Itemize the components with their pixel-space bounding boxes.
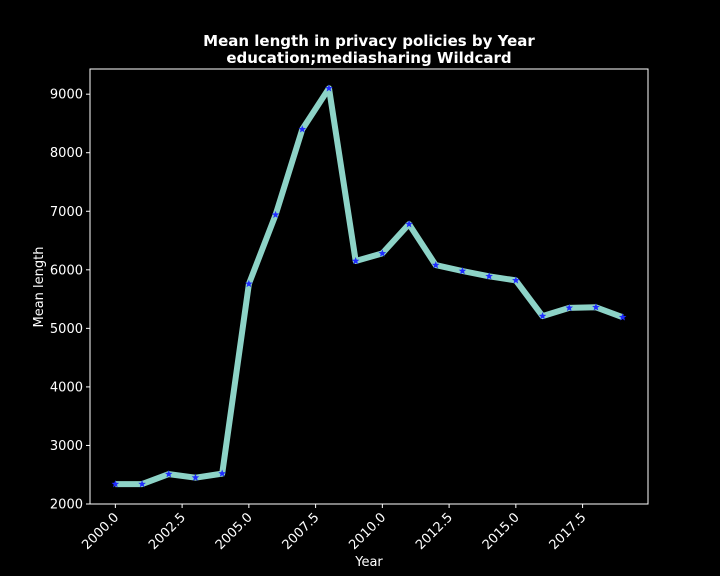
data-point-marker: [512, 276, 520, 284]
series-line: [115, 85, 624, 488]
data-point-marker: [218, 469, 226, 477]
data-point-marker: [618, 313, 627, 321]
data-point-marker: [271, 210, 280, 219]
plot-frame: [89, 68, 649, 505]
y-tick-label: 9000: [50, 88, 83, 103]
data-point-marker: [485, 272, 493, 280]
y-tick-label: 7000: [50, 205, 83, 220]
y-axis-label: Mean length: [32, 247, 47, 328]
data-point-marker: [538, 312, 547, 320]
data-point-marker: [325, 84, 333, 92]
data-point-marker: [565, 303, 574, 312]
data-point-marker: [111, 480, 120, 488]
data-point-marker: [592, 303, 600, 311]
data-point-marker: [351, 257, 360, 265]
data-point-marker: [405, 220, 413, 228]
y-tick-label: 4000: [50, 380, 83, 395]
y-tick-label: 8000: [50, 146, 83, 161]
data-point-marker: [191, 473, 200, 481]
y-tick-label: 6000: [50, 263, 83, 278]
data-point-marker: [245, 279, 253, 288]
plot-area: [111, 84, 627, 488]
x-axis-label: Year: [354, 555, 383, 570]
y-tick-label: 3000: [50, 439, 83, 454]
data-point-marker: [378, 249, 387, 257]
y-tick-label: 5000: [50, 322, 83, 337]
y-tick-label: 2000: [50, 498, 83, 513]
data-point-marker: [431, 261, 440, 269]
data-point-marker: [458, 266, 467, 275]
chart-title-line2: education;mediasharing Wildcard: [226, 49, 511, 67]
chart-title-line1: Mean length in privacy policies by Year: [203, 32, 535, 50]
data-point-marker: [164, 470, 173, 478]
data-point-marker: [298, 125, 307, 133]
data-point-marker: [138, 480, 146, 488]
